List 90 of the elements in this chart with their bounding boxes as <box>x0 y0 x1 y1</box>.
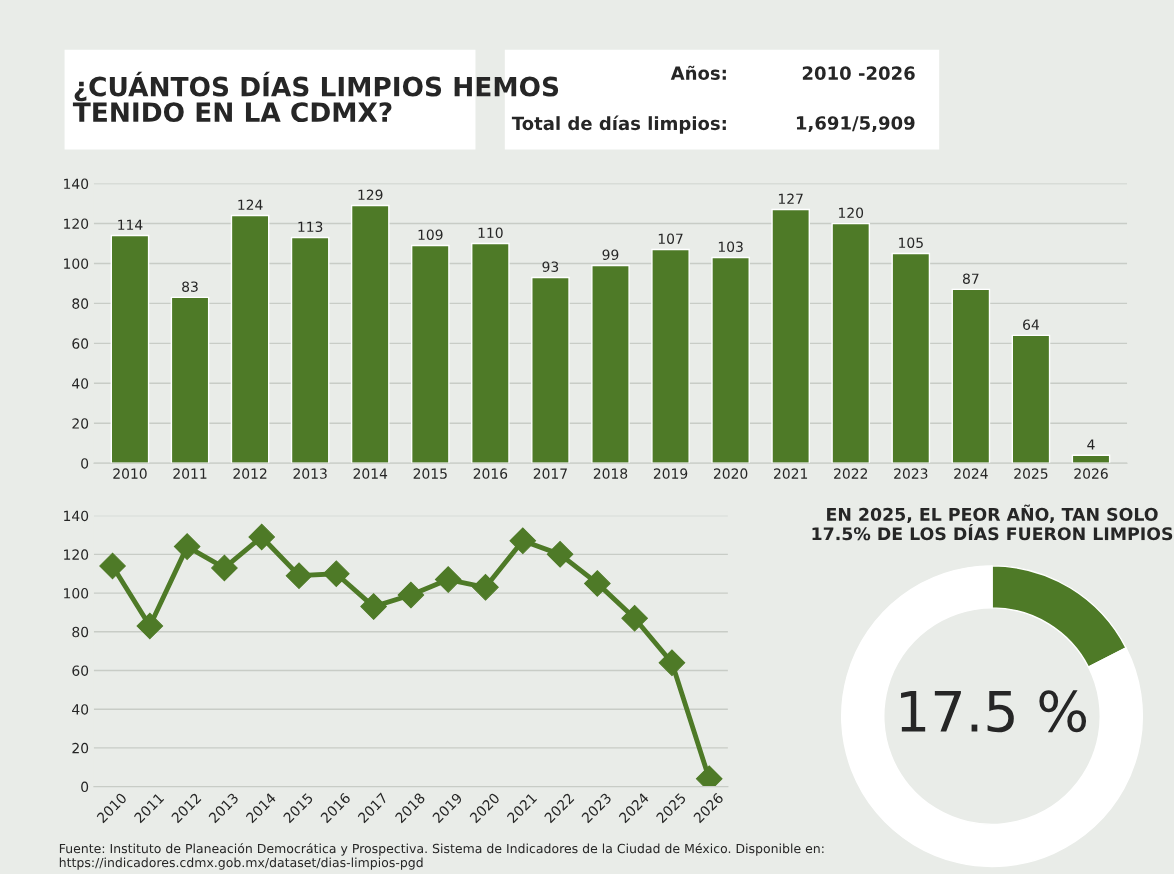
data-label: 114 <box>118 219 143 230</box>
x-tick-label: 2026 <box>1074 468 1108 479</box>
data-label: 83 <box>182 281 198 292</box>
text: 1,691/5,909 <box>796 116 915 133</box>
x-tick-label: 2011 <box>173 468 207 479</box>
x-tick-label: 2022 <box>834 468 868 479</box>
text: 17.5 % <box>901 690 1087 733</box>
y-tick-label: 140 <box>64 178 89 190</box>
y-tick-label: 80 <box>72 298 89 309</box>
data-label: 105 <box>899 237 923 248</box>
x-tick-label: 2014 <box>353 468 388 479</box>
x-tick-label: 2016 <box>473 468 508 479</box>
data-label: 127 <box>778 193 803 204</box>
bar <box>951 288 991 464</box>
data-label: 107 <box>658 233 683 244</box>
y-tick-label: 60 <box>72 338 89 349</box>
y-tick-label: 100 <box>64 258 89 269</box>
x-tick-label: 2019 <box>653 468 688 479</box>
bar <box>591 264 630 464</box>
point <box>360 593 387 620</box>
data-label: 93 <box>542 261 559 272</box>
data-label: 64 <box>1023 319 1039 330</box>
point <box>397 581 425 609</box>
x-tick-label: 2023 <box>894 468 928 479</box>
x-tick-label: 2017 <box>533 468 567 479</box>
bar <box>771 208 810 464</box>
x-tick-label: 2010 <box>113 468 147 479</box>
point <box>285 562 313 589</box>
x-tick-label: 2020 <box>713 468 748 479</box>
y-tick-label: 0 <box>81 781 89 793</box>
x-tick-label: 2015 <box>413 468 447 479</box>
x-tick-label: 2013 <box>293 468 327 479</box>
y-tick-label: 40 <box>72 378 89 389</box>
bar <box>471 242 510 464</box>
point <box>248 523 276 551</box>
text: Años: <box>670 65 726 80</box>
point <box>509 527 537 555</box>
y-tick-label: 20 <box>72 418 89 429</box>
x-tick-label: 2012 <box>233 468 267 479</box>
point <box>211 554 238 582</box>
x-tick-label: 2024 <box>954 468 988 479</box>
bar <box>531 276 570 464</box>
data-label: 4 <box>1087 439 1095 450</box>
text: 2010 -2026 <box>802 66 915 80</box>
data-label: 99 <box>602 249 619 260</box>
bar <box>170 296 210 464</box>
chart-title: EN 2025, EL PEOR AÑO, TAN SOLO 17.5% DE LOS DÍAS FUERON LIMPIOS <box>812 504 1173 541</box>
point <box>472 573 499 601</box>
y-tick-label: 0 <box>81 458 89 469</box>
bar <box>1071 454 1111 464</box>
bar <box>290 236 330 464</box>
y-tick-label: 120 <box>64 218 89 229</box>
data-label: 109 <box>418 229 443 240</box>
data-label: 110 <box>478 227 503 238</box>
bar <box>110 234 150 464</box>
bar <box>831 222 871 464</box>
donut-slice <box>841 565 1144 868</box>
point <box>136 612 164 640</box>
bar <box>891 252 931 464</box>
data-label: 87 <box>962 273 979 284</box>
data-label: 103 <box>718 241 743 252</box>
bar <box>651 248 690 464</box>
point <box>173 533 201 560</box>
data-label: 113 <box>298 221 323 233</box>
source-note: Fuente: Instituto de Planeación Democrática y Prospectiva. Sistema de Indicadores de la Ciudad de México. Disponible en: https://indicadores.cdmx.gob.mx/dataset/dias-limpios-pgd <box>59 843 824 870</box>
point <box>621 604 648 632</box>
y-tick-label: 100 <box>64 588 89 599</box>
bar <box>350 204 390 464</box>
y-tick-label: 140 <box>64 510 89 522</box>
point <box>323 560 350 588</box>
y-tick-label: 20 <box>72 742 89 754</box>
x-tick-label: 2021 <box>774 468 808 479</box>
data-label: 129 <box>358 189 383 201</box>
y-tick-label: 60 <box>72 665 89 676</box>
bar <box>711 256 750 464</box>
point <box>658 649 686 677</box>
bar <box>230 214 270 464</box>
bar <box>410 244 450 464</box>
x-tick-label: 2025 <box>1014 468 1048 479</box>
data-label: 124 <box>238 199 263 210</box>
y-tick-label: 120 <box>64 549 89 560</box>
y-tick-label: 40 <box>72 704 89 715</box>
point <box>546 541 574 568</box>
point <box>584 570 611 597</box>
bar <box>1011 334 1051 464</box>
y-tick-label: 80 <box>72 626 89 638</box>
point <box>434 566 462 593</box>
data-label: 120 <box>839 207 864 219</box>
point <box>99 552 126 580</box>
x-tick-label: 2018 <box>593 468 628 479</box>
